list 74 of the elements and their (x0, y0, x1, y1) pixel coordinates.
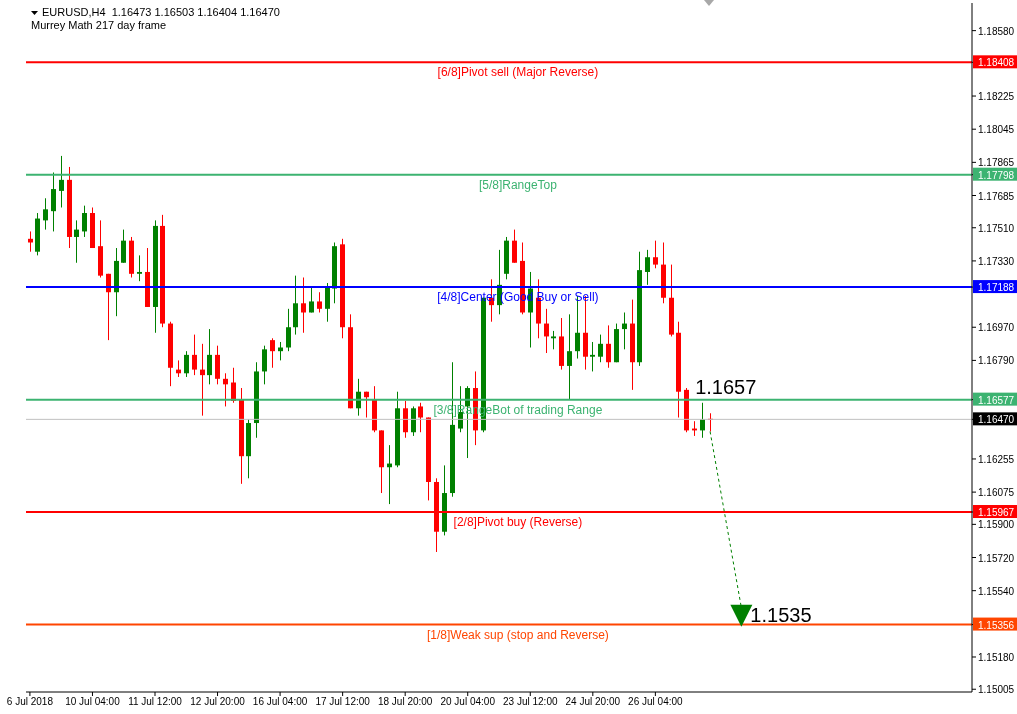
candlestick (286, 308, 291, 352)
candlestick (325, 282, 330, 323)
candlestick (700, 402, 705, 439)
candlestick (74, 219, 79, 264)
candlestick (192, 334, 197, 376)
y-tick-label: 1.16970 (978, 322, 1015, 334)
ref-line-label: [6/8]Pivot sell (Major Reverse) (437, 65, 599, 80)
candlestick (309, 286, 314, 313)
x-tick-label: 23 Jul 12:00 (503, 696, 558, 708)
y-tick-label: 1.16075 (978, 487, 1015, 499)
ref-line-label: [2/8]Pivot buy (Reverse) (453, 515, 583, 530)
y-tick-label: 1.17865 (978, 157, 1015, 169)
x-tick-label: 17 Jul 12:00 (315, 696, 371, 708)
x-tick-label: 10 Jul 04:00 (65, 696, 121, 708)
y-tick-label: 1.18045 (978, 124, 1015, 136)
y-tick-label: 1.15005 (978, 684, 1015, 696)
candlestick (590, 341, 595, 372)
candlestick (317, 291, 322, 313)
candlestick (411, 405, 416, 437)
x-tick-label: 26 Jul 04:00 (628, 696, 684, 708)
y-tick-label: 1.17188 (978, 282, 1015, 294)
candlestick (207, 328, 212, 385)
y-tick-label: 1.17685 (978, 190, 1015, 202)
y-tick-label: 1.16255 (978, 453, 1015, 465)
candlestick (403, 400, 408, 439)
y-tick-label: 1.17798 (978, 169, 1015, 181)
candlestick (418, 402, 423, 433)
annotation: 1.1657 (695, 375, 757, 398)
y-tick-label: 1.16790 (978, 355, 1015, 367)
y-tick-label: 1.17510 (978, 222, 1015, 234)
candlestick (567, 313, 572, 400)
candlestick (215, 345, 220, 385)
candlestick (59, 155, 64, 208)
y-tick-label: 1.18408 (978, 57, 1015, 69)
candlestick (653, 240, 658, 269)
y-tick-label: 1.15967 (978, 507, 1015, 519)
ref-line-label: [5/8]RangeTop (478, 177, 558, 192)
y-tick-label: 1.18580 (978, 25, 1015, 37)
candlestick (512, 229, 517, 264)
ref-line-label: [1/8]Weak sup (stop and Reverse) (426, 627, 609, 642)
chart-title: EURUSD,H4 1.16473 1.16503 1.16404 1.16470 (42, 6, 280, 19)
candlestick (544, 308, 549, 354)
y-tick-label: 1.17330 (978, 255, 1015, 267)
candlestick (293, 275, 298, 336)
y-tick-label: 1.18225 (978, 91, 1015, 103)
candlestick (301, 276, 306, 334)
candlestick (645, 249, 650, 286)
x-tick-label: 16 Jul 04:00 (252, 696, 308, 708)
y-tick-label: 1.15180 (978, 652, 1015, 663)
y-tick-label: 1.15540 (978, 585, 1015, 597)
text: Murrey Math 217 day frame (31, 19, 167, 32)
y-tick-label: 1.15900 (978, 519, 1015, 531)
candlestick (606, 324, 611, 369)
x-tick-label: 12 Jul 20:00 (190, 696, 246, 708)
y-tick-label: 1.16470 (978, 414, 1015, 426)
candlestick (551, 330, 556, 350)
annotation: 1.1535 (750, 603, 812, 626)
x-tick-label: 24 Jul 20:00 (565, 696, 621, 708)
y-tick-label: 1.15720 (978, 552, 1015, 564)
candlestick (121, 229, 126, 264)
candlestick (598, 334, 603, 363)
candlestick (270, 337, 275, 369)
y-tick-label: 1.15356 (978, 619, 1015, 631)
candlestick (137, 254, 142, 282)
candlestick (51, 171, 56, 232)
candlestick (262, 345, 267, 385)
x-tick-label: 18 Jul 20:00 (377, 696, 433, 708)
x-tick-label: 20 Jul 04:00 (440, 696, 496, 708)
y-tick-label: 1.16577 (978, 394, 1015, 406)
candlestick (184, 350, 189, 378)
x-tick-label: 6 Jul 2018 (6, 696, 54, 708)
candlestick (82, 205, 87, 238)
x-tick-label: 11 Jul 12:00 (128, 696, 183, 708)
candlestick (43, 197, 48, 231)
